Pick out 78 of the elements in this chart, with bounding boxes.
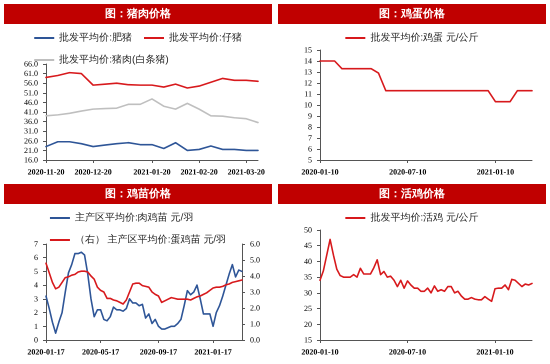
x-tick-label: 2020-09-17 bbox=[140, 348, 178, 356]
x-tick-label: 2021-02-20 bbox=[180, 168, 218, 176]
x-tick-label: 2020-01-10 bbox=[301, 348, 339, 356]
y-tick-label: 15 bbox=[304, 336, 312, 344]
legend-label: （右） 主产区平均价:蛋鸡苗 元/羽 bbox=[74, 234, 226, 246]
x-tick-label: 2020-01-10 bbox=[301, 168, 339, 176]
x-tick-label: 2020-11-20 bbox=[28, 168, 64, 176]
chart-title: 图：猪肉价格 bbox=[4, 4, 272, 24]
y-tick-label: 20 bbox=[304, 320, 312, 329]
y-tick-label: 4 bbox=[34, 280, 38, 290]
y-tick-label: 0 bbox=[34, 336, 38, 344]
x-tick-label: 2020-05-17 bbox=[82, 348, 120, 356]
chart-title: 图：活鸡价格 bbox=[278, 184, 546, 204]
y-tick-label: 10 bbox=[304, 100, 312, 110]
legend-label: 批发平均价:肥猪 bbox=[59, 32, 132, 44]
y-tick-label: 7 bbox=[308, 134, 312, 142]
y2-tick-label: 1.0 bbox=[250, 320, 260, 328]
y-tick-label: 31.0 bbox=[24, 126, 38, 136]
line-series bbox=[45, 251, 243, 334]
y-tick-label: 45 bbox=[304, 241, 312, 250]
line-series bbox=[45, 140, 259, 152]
y-tick-label: 46.0 bbox=[24, 98, 38, 107]
y-tick-label: 9 bbox=[308, 112, 312, 120]
y-tick-label: 66.0 bbox=[24, 60, 38, 68]
y-tick-label: 6 bbox=[308, 144, 312, 154]
x-tick-label: 2020-01-17 bbox=[27, 348, 65, 356]
y-tick-label: 40 bbox=[304, 256, 312, 266]
y2-tick-label: 5.0 bbox=[250, 256, 260, 264]
y2-tick-label: 3.0 bbox=[250, 288, 260, 296]
x-tick-label: 2021-03-20 bbox=[228, 168, 265, 176]
legend-label: 批发平均价:仔猪 bbox=[169, 32, 242, 44]
y-tick-label: 13 bbox=[304, 68, 312, 76]
chart-title: 图：鸡蛋价格 bbox=[278, 4, 546, 24]
y-tick-label: 8 bbox=[308, 122, 312, 132]
y-tick-label: 16.0 bbox=[24, 156, 38, 164]
x-tick-label: 2021-01-20 bbox=[133, 168, 171, 176]
y-tick-label: 5 bbox=[34, 266, 38, 276]
y-tick-label: 2 bbox=[34, 308, 38, 318]
x-tick-label: 2021-01-10 bbox=[476, 348, 514, 356]
y-tick-label: 30 bbox=[304, 288, 312, 298]
y2-tick-label: 0.0 bbox=[250, 336, 260, 344]
y-tick-label: 21.0 bbox=[24, 146, 38, 155]
legend-label: 批发平均价:鸡蛋 元/公斤 bbox=[370, 32, 479, 44]
line-series bbox=[45, 98, 259, 124]
y2-tick-label: 4.0 bbox=[250, 272, 260, 280]
line-series bbox=[45, 262, 243, 305]
y-tick-label: 35 bbox=[304, 272, 312, 282]
y-tick-label: 6 bbox=[34, 253, 38, 262]
y-tick-label: 15 bbox=[304, 46, 312, 54]
y-tick-label: 1 bbox=[34, 322, 38, 331]
x-tick-label: 2021-01-10 bbox=[476, 168, 514, 176]
legend-label: 批发平均价:活鸡 元/公斤 bbox=[370, 212, 479, 224]
y-tick-label: 3 bbox=[34, 294, 38, 304]
y2-tick-label: 6.0 bbox=[250, 240, 260, 248]
y-tick-label: 25 bbox=[304, 304, 312, 314]
y-tick-label: 5 bbox=[308, 156, 312, 164]
line-series bbox=[319, 60, 533, 102]
y-tick-label: 11 bbox=[304, 90, 312, 98]
y2-tick-label: 2.0 bbox=[250, 304, 260, 312]
y-tick-label: 51.0 bbox=[24, 88, 38, 98]
y-tick-label: 56.0 bbox=[24, 78, 38, 88]
x-tick-label: 2021-01-17 bbox=[194, 348, 232, 356]
y-tick-label: 36.0 bbox=[24, 117, 38, 126]
y-tick-label: 14 bbox=[304, 56, 312, 66]
line-series bbox=[319, 238, 533, 302]
y-tick-label: 41.0 bbox=[24, 108, 38, 116]
y-tick-label: 26.0 bbox=[24, 136, 38, 146]
y-tick-label: 12 bbox=[304, 78, 312, 88]
y-tick-label: 50 bbox=[304, 226, 312, 234]
y-tick-label: 7 bbox=[34, 240, 38, 248]
chart-title: 图：鸡苗价格 bbox=[4, 184, 272, 204]
y-tick-label: 61.0 bbox=[24, 69, 38, 78]
x-tick-label: 2020-07-10 bbox=[388, 348, 426, 356]
legend-label: 主产区平均价:肉鸡苗 元/羽 bbox=[74, 212, 194, 224]
legend-label: 批发平均价:猪肉(白条猪) bbox=[59, 54, 169, 66]
x-tick-label: 2020-07-10 bbox=[389, 168, 426, 176]
line-series bbox=[45, 72, 259, 89]
x-tick-label: 2020-12-20 bbox=[74, 168, 112, 176]
